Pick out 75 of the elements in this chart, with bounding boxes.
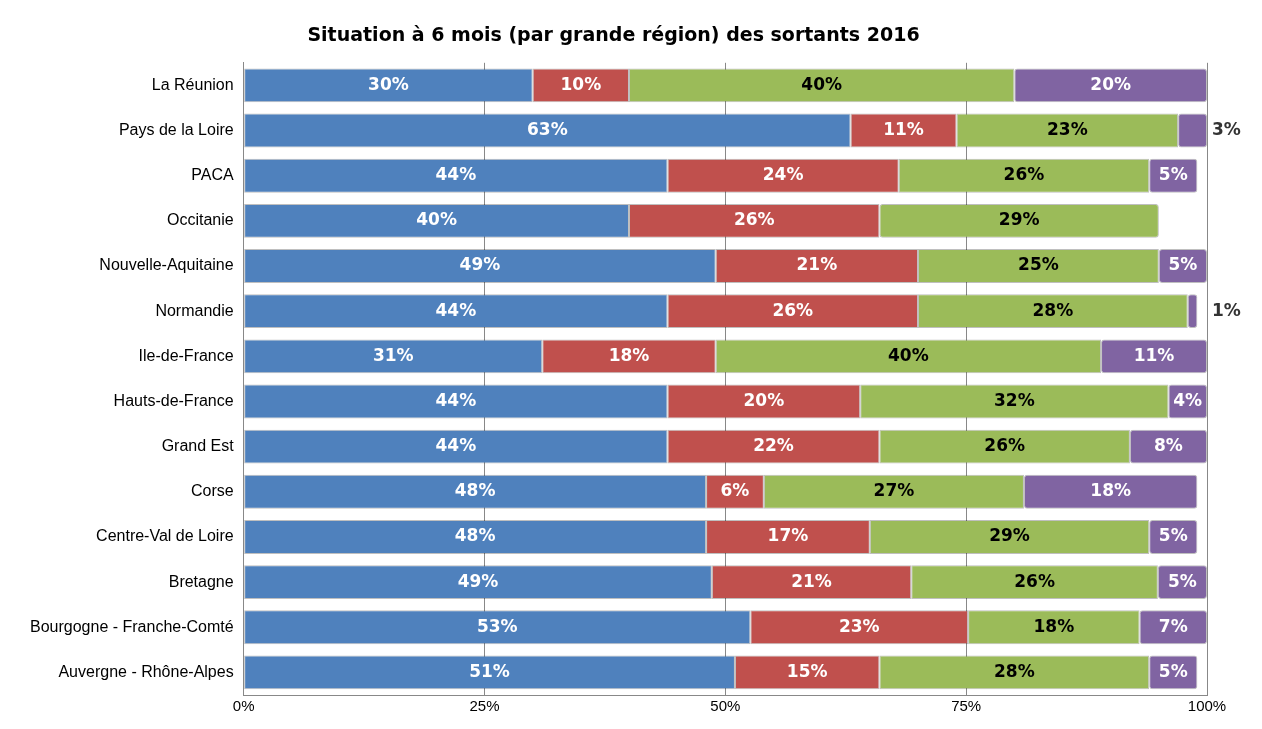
y-tick-label: La Réunion — [151, 75, 234, 93]
y-tick-label: PACA — [191, 166, 234, 184]
data-label: 48% — [454, 480, 496, 501]
y-tick-label: Corse — [190, 482, 234, 500]
data-label: 5% — [1168, 254, 1198, 275]
data-label: 44% — [435, 299, 477, 320]
x-tick-label: 0% — [232, 697, 255, 715]
data-label: 30% — [368, 73, 409, 94]
y-tick-label: Centre-Val de Loire — [96, 527, 234, 545]
data-label: 44% — [435, 435, 477, 456]
data-label: 5% — [1158, 164, 1188, 185]
data-label: 5% — [1158, 525, 1188, 546]
data-label: 26% — [984, 435, 1026, 456]
data-label: 3% — [1212, 118, 1241, 139]
y-tick-label: Grand Est — [161, 437, 235, 455]
data-label: 5% — [1168, 570, 1197, 591]
y-tick-label: Bourgogne - Franche-Comté — [30, 617, 234, 635]
data-label: 51% — [469, 660, 510, 681]
data-label: 53% — [476, 615, 518, 636]
data-label: 26% — [772, 299, 814, 320]
data-label: 18% — [608, 344, 650, 365]
data-label: 49% — [459, 254, 501, 275]
data-label: 23% — [1046, 118, 1088, 139]
data-label: 28% — [1032, 299, 1074, 320]
data-label: 49% — [457, 570, 499, 591]
data-label: 11% — [1133, 344, 1175, 365]
data-label: 40% — [888, 344, 929, 365]
y-tick-label: Normandie — [155, 301, 234, 319]
data-label: 26% — [1014, 570, 1055, 591]
data-label: 1% — [1212, 299, 1241, 320]
data-label: 6% — [720, 480, 750, 501]
data-label: 27% — [873, 480, 915, 501]
data-label: 8% — [1154, 435, 1183, 456]
x-tick-label: 100% — [1187, 697, 1227, 715]
y-tick-label: Nouvelle-Aquitaine — [99, 256, 234, 274]
data-label: 20% — [743, 389, 785, 410]
data-label: 25% — [1018, 254, 1059, 275]
data-label: 63% — [527, 118, 568, 139]
data-label: 32% — [993, 389, 1035, 410]
y-tick-label: Ile-de-France — [138, 346, 234, 364]
data-label: 40% — [801, 73, 843, 94]
data-label: 29% — [998, 209, 1040, 230]
data-label: 29% — [989, 525, 1030, 546]
data-label: 26% — [1003, 164, 1045, 185]
data-label: 22% — [753, 435, 794, 456]
data-label: 48% — [454, 525, 496, 546]
data-label: 20% — [1090, 73, 1132, 94]
data-label: 44% — [435, 389, 477, 410]
data-label: 23% — [838, 615, 880, 636]
data-label: 21% — [791, 570, 832, 591]
data-label: 5% — [1158, 660, 1188, 681]
data-label: 4% — [1173, 389, 1203, 410]
data-label: 31% — [372, 344, 414, 365]
x-tick-label: 75% — [951, 697, 982, 715]
data-label: 21% — [796, 254, 838, 275]
y-tick-label: Hauts-de-France — [113, 391, 234, 409]
data-label: 17% — [767, 525, 809, 546]
y-tick-label: Bretagne — [168, 572, 234, 590]
data-label: 15% — [786, 660, 828, 681]
chart-title: Situation à 6 mois (par grande région) des sortants 2016 — [307, 23, 920, 46]
x-tick-label: 25% — [469, 697, 500, 715]
data-label: 11% — [883, 118, 924, 139]
data-label: 44% — [435, 164, 477, 185]
data-label: 26% — [733, 209, 775, 230]
y-tick-label: Pays de la Loire — [118, 120, 234, 138]
data-label: 28% — [993, 660, 1035, 681]
data-label: 24% — [762, 164, 804, 185]
data-label: 10% — [560, 73, 602, 94]
y-tick-label: Occitanie — [166, 211, 234, 229]
data-label: 18% — [1090, 480, 1132, 501]
data-label: 40% — [416, 209, 457, 230]
x-tick-label: 50% — [710, 697, 741, 715]
data-label: 18% — [1033, 615, 1075, 636]
data-label: 7% — [1158, 615, 1188, 636]
y-tick-label: Auvergne - Rhône-Alpes — [58, 662, 234, 680]
